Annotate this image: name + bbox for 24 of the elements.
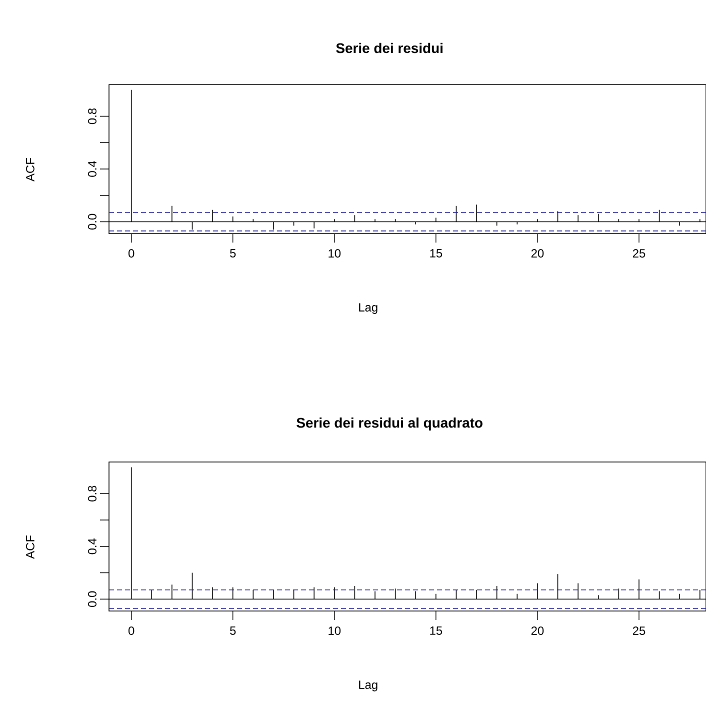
x-axis-title: Lag	[359, 680, 378, 692]
x-tick-label: 5	[230, 626, 236, 635]
x-axis-title: Lag	[359, 303, 378, 314]
y-tick-label: 0.4	[88, 538, 96, 554]
x-tick-label: 15	[430, 626, 442, 635]
x-tick-label: 20	[531, 249, 544, 258]
x-tick-label: 10	[328, 626, 341, 635]
y-tick-label: 0.4	[88, 161, 96, 177]
x-tick-label: 20	[531, 626, 544, 635]
y-tick-label: 0.0	[88, 214, 96, 230]
y-tick-label: 0.8	[88, 108, 96, 124]
y-axis-title: ACF	[26, 535, 34, 559]
y-tick-label: 0.0	[88, 591, 96, 607]
chart-title: Serie dei residui al quadrato	[296, 417, 482, 430]
x-tick-label: 25	[632, 249, 646, 258]
x-tick-label: 0	[128, 626, 134, 635]
chart-title: Serie dei residui	[336, 42, 442, 54]
x-tick-label: 15	[430, 249, 442, 258]
x-tick-label: 25	[632, 626, 646, 635]
x-tick-label: 0	[128, 249, 134, 258]
y-axis-title: ACF	[26, 158, 34, 182]
x-tick-label: 10	[328, 249, 341, 258]
x-tick-label: 5	[230, 249, 236, 258]
y-tick-label: 0.8	[88, 486, 96, 502]
